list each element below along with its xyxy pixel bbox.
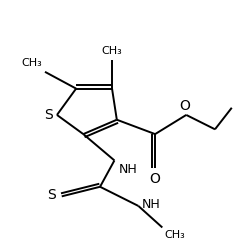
Text: CH₃: CH₃	[102, 46, 123, 56]
Text: S: S	[47, 188, 56, 202]
Text: CH₃: CH₃	[22, 58, 43, 68]
Text: O: O	[150, 172, 160, 186]
Text: NH: NH	[142, 198, 161, 211]
Text: NH: NH	[119, 163, 138, 176]
Text: O: O	[180, 98, 190, 113]
Text: S: S	[44, 108, 53, 122]
Text: CH₃: CH₃	[165, 230, 186, 240]
